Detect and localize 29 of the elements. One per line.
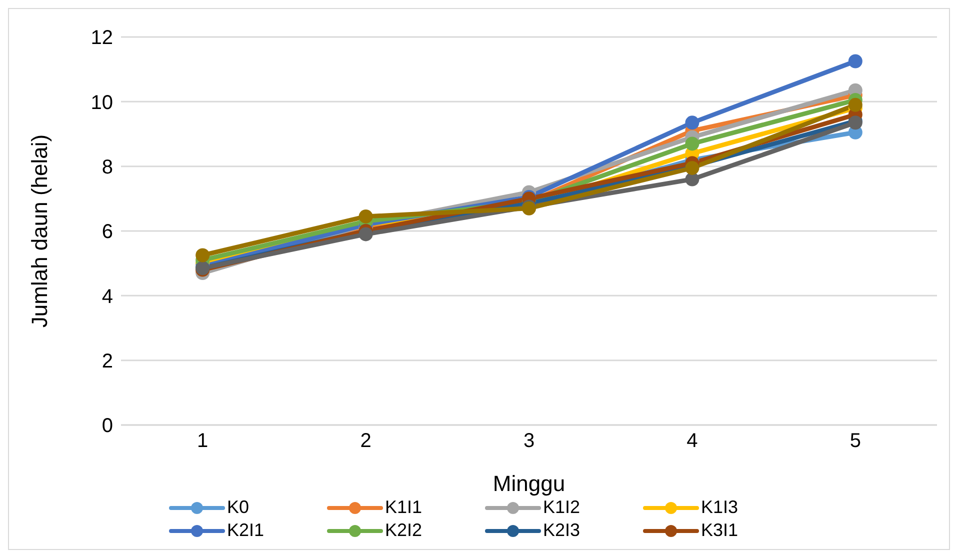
y-tick-label: 8	[102, 156, 113, 178]
y-tick-label: 12	[90, 27, 113, 50]
x-tick-label: 4	[686, 430, 698, 452]
point	[685, 116, 700, 130]
x-tick-label: 5	[850, 430, 861, 452]
point	[848, 98, 862, 112]
x-tick-label: 3	[523, 430, 535, 452]
y-tick-label: 4	[102, 286, 113, 308]
legend-label: K3I1	[701, 520, 738, 541]
legend-label: K0	[227, 497, 250, 518]
y-tick-label: 6	[102, 221, 113, 244]
point	[848, 54, 862, 68]
x-axis-title: Minggu	[492, 471, 566, 496]
legend-label: K2I2	[385, 520, 422, 541]
legend-label: K2I1	[227, 520, 264, 541]
point	[358, 209, 373, 224]
y-axis-title: Jumlah daun (helai)	[26, 134, 52, 328]
point	[196, 248, 210, 262]
legend-label: K1I1	[385, 497, 422, 518]
x-tick-label: 2	[360, 430, 372, 452]
legend-label: K2I3	[543, 520, 580, 541]
legend-label: K1I2	[543, 497, 580, 518]
point	[685, 136, 700, 151]
y-tick-label: 0	[102, 415, 113, 438]
x-tick-label: 1	[197, 430, 208, 452]
legend-label: K1I3	[701, 497, 738, 518]
y-tick-label: 10	[90, 92, 113, 114]
y-tick-label: 2	[102, 350, 113, 372]
point	[358, 227, 373, 242]
